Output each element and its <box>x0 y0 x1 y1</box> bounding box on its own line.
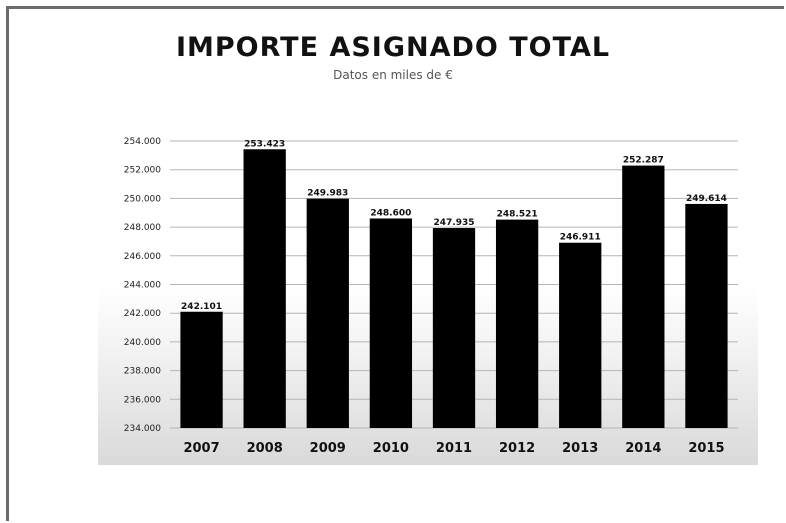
y-tick-label: 242.000 <box>124 309 161 319</box>
bar-2009 <box>306 198 349 428</box>
y-tick-label: 246.000 <box>124 252 161 262</box>
chart-title: IMPORTE ASIGNADO TOTAL <box>175 32 611 63</box>
x-axis-ticks: 2007 2008 2009 2010 2011 2012 2013 2014 2015 <box>183 441 724 456</box>
y-tick-label: 238.000 <box>124 367 161 377</box>
data-label-2008: 253.423 <box>244 139 285 149</box>
x-tick-label-2009: 2009 <box>310 441 346 456</box>
bar-2008 <box>243 149 286 428</box>
y-tick-label: 234.000 <box>124 424 161 434</box>
bar-2012 <box>495 219 539 428</box>
y-tick-label: 250.000 <box>124 194 161 204</box>
data-label-2010: 248.600 <box>370 208 411 218</box>
data-label-2007: 242.101 <box>181 302 222 312</box>
bar-2011 <box>432 228 476 428</box>
y-tick-label: 244.000 <box>124 281 161 291</box>
x-tick-label-2008: 2008 <box>247 441 283 456</box>
data-label-2011: 247.935 <box>434 218 475 228</box>
chart-subtitle: Datos en miles de € <box>333 68 453 82</box>
bar-2015 <box>685 203 728 428</box>
y-tick-label: 248.000 <box>124 223 161 233</box>
bar-2014 <box>622 165 665 428</box>
data-label-2014: 252.287 <box>623 156 664 166</box>
data-label-2013: 246.911 <box>560 233 601 243</box>
data-label-2009: 249.983 <box>307 189 348 199</box>
data-labels: 242.101 253.423 249.983 248.600 247.935 248.5… <box>181 139 727 311</box>
data-label-2015: 249.614 <box>686 194 727 204</box>
bars <box>180 149 728 428</box>
bar-2013 <box>559 242 602 428</box>
x-tick-label-2013: 2013 <box>562 441 598 456</box>
x-tick-label-2015: 2015 <box>688 441 724 456</box>
x-tick-label-2012: 2012 <box>499 441 535 456</box>
y-tick-label: 252.000 <box>124 166 161 176</box>
x-tick-label-2007: 2007 <box>183 441 219 456</box>
x-tick-label-2011: 2011 <box>436 441 472 456</box>
bar-2010 <box>369 218 413 428</box>
data-label-2012: 248.521 <box>497 210 538 220</box>
y-tick-label: 240.000 <box>124 338 161 348</box>
x-tick-label-2010: 2010 <box>373 441 409 456</box>
x-tick-label-2014: 2014 <box>625 441 661 456</box>
bar-2007 <box>180 311 223 428</box>
y-axis-ticks: 234.000 236.000 238.000 240.000 242.000 244.0… <box>124 137 161 434</box>
window-frame <box>6 6 784 521</box>
y-tick-label: 254.000 <box>124 137 161 147</box>
y-tick-label: 236.000 <box>124 395 161 405</box>
